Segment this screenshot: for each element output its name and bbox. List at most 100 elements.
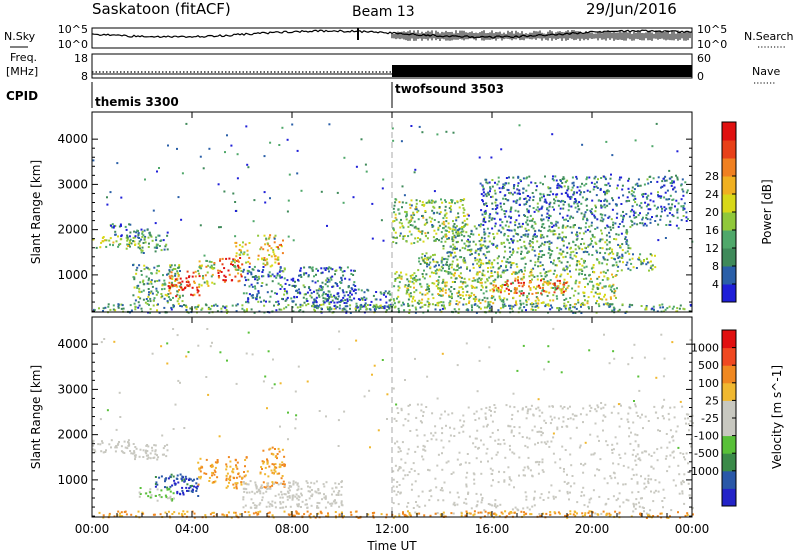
heat-cell	[403, 309, 405, 311]
heat-cell	[482, 263, 484, 265]
heat-cell	[511, 308, 513, 310]
heat-cell	[468, 302, 470, 304]
heat-cell	[480, 308, 482, 310]
heat-cell	[323, 493, 325, 495]
heat-cell	[143, 242, 145, 244]
heat-cell	[246, 483, 248, 485]
heat-cell	[465, 303, 467, 305]
heat-cell	[634, 403, 636, 405]
heat-cell	[317, 270, 319, 272]
heat-cell	[274, 448, 276, 450]
heat-cell	[466, 240, 468, 242]
heat-cell	[480, 250, 482, 252]
heat-cell	[628, 435, 630, 437]
heat-cell	[166, 235, 168, 237]
heat-cell	[535, 236, 537, 238]
heat-cell	[258, 255, 260, 257]
heat-cell	[466, 291, 468, 293]
heat-cell	[388, 308, 390, 310]
heat-cell	[495, 223, 497, 225]
heat-cell	[456, 300, 458, 302]
heat-cell	[249, 293, 251, 295]
heat-cell	[516, 304, 518, 306]
heat-cell	[422, 458, 424, 460]
heat-cell	[638, 178, 640, 180]
heat-cell	[567, 220, 569, 222]
heat-cell	[578, 269, 580, 271]
heat-cell	[540, 279, 542, 281]
heat-cell	[648, 454, 650, 456]
heat-cell	[140, 487, 142, 489]
heat-cell	[339, 287, 341, 289]
heat-cell	[355, 292, 357, 294]
heat-cell	[537, 260, 539, 262]
heat-cell	[542, 301, 544, 303]
heat-cell	[612, 276, 614, 278]
heat-cell	[565, 236, 567, 238]
heat-cell	[536, 286, 538, 288]
heat-cell	[506, 299, 508, 301]
heat-cell	[463, 257, 465, 259]
heat-cell	[580, 186, 582, 188]
heat-cell	[338, 506, 340, 508]
heat-cell	[560, 201, 562, 203]
heat-cell	[591, 200, 593, 202]
heat-cell	[526, 295, 528, 297]
heat-cell	[504, 216, 506, 218]
heat-cell	[434, 478, 436, 480]
heat-cell	[302, 501, 304, 503]
heat-cell	[608, 248, 610, 250]
heat-cell	[632, 253, 634, 255]
heat-cell	[258, 504, 260, 506]
heat-cell	[403, 424, 405, 426]
heat-cell	[275, 495, 277, 497]
heat-cell	[468, 215, 470, 217]
heat-cell	[567, 225, 569, 227]
heat-cell	[365, 164, 367, 166]
heat-cell	[563, 299, 565, 301]
heat-cell	[324, 302, 326, 304]
heat-cell	[129, 232, 131, 234]
heat-cell	[398, 503, 400, 505]
heat-cell	[279, 497, 281, 499]
heat-cell	[344, 270, 346, 272]
heat-cell	[134, 458, 136, 460]
heat-cell	[341, 502, 343, 504]
heat-cell	[342, 271, 344, 273]
heat-cell	[326, 481, 328, 483]
heat-cell	[409, 309, 411, 311]
heat-cell	[338, 483, 340, 485]
heat-cell	[639, 205, 641, 207]
heat-cell	[525, 190, 527, 192]
heat-cell	[508, 176, 510, 178]
heat-cell	[594, 408, 596, 410]
heat-cell	[599, 458, 601, 460]
heat-cell	[680, 305, 682, 307]
heat-cell	[508, 289, 510, 291]
heat-cell	[621, 233, 623, 235]
heat-cell	[547, 186, 549, 188]
heat-cell	[594, 183, 596, 185]
heat-cell	[307, 507, 309, 509]
heat-cell	[576, 501, 578, 503]
heat-cell	[267, 482, 269, 484]
heat-cell	[314, 306, 316, 308]
heat-cell	[586, 178, 588, 180]
heat-cell	[684, 458, 686, 460]
heat-cell	[117, 303, 119, 305]
heat-cell	[500, 307, 502, 309]
heat-cell	[491, 485, 493, 487]
heat-cell	[346, 302, 348, 304]
heat-cell	[532, 309, 534, 311]
heat-cell	[542, 264, 544, 266]
heat-cell	[669, 407, 671, 409]
heat-cell	[673, 306, 675, 308]
heat-cell	[611, 154, 613, 156]
heat-cell	[656, 208, 658, 210]
heat-cell	[421, 233, 423, 235]
heat-cell	[257, 282, 259, 284]
heat-cell	[550, 441, 552, 443]
heat-cell	[300, 493, 302, 495]
heat-cell	[562, 200, 564, 202]
heat-cell	[493, 259, 495, 261]
